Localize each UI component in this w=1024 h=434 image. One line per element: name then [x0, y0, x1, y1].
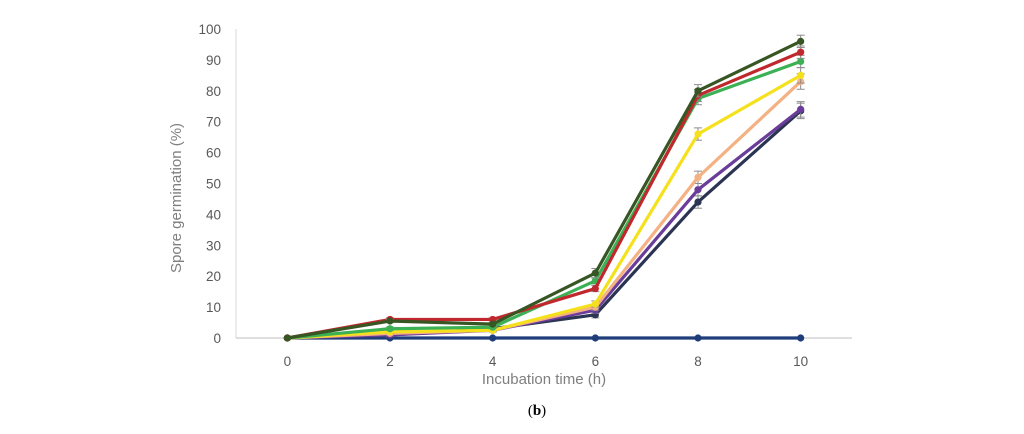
data-point: [797, 37, 805, 45]
y-tick-label: 0: [213, 331, 221, 346]
series-4: [283, 73, 805, 342]
y-tick-label: 40: [206, 207, 221, 222]
y-tick-label: 90: [206, 53, 221, 68]
data-point: [386, 325, 394, 333]
series-line: [287, 59, 802, 340]
series-line: [287, 50, 802, 340]
y-axis-title: Spore germination (%): [168, 123, 185, 273]
data-point: [591, 300, 599, 308]
y-tick-label: 60: [206, 146, 221, 161]
data-point: [591, 284, 599, 293]
y-tick-labels: 0 10 20 30 40 50 60 70 80 90 100: [198, 22, 221, 346]
series-line: [287, 73, 802, 340]
data-point: [591, 269, 599, 277]
caption-close-paren: ): [541, 403, 546, 419]
series-line: [287, 39, 802, 340]
caption-open-paren: (: [528, 403, 533, 419]
y-tick-label: 70: [206, 115, 221, 130]
data-point: [591, 334, 599, 342]
series-5: [283, 67, 805, 342]
caption-letter: b: [533, 403, 541, 419]
series-2: [283, 102, 805, 342]
figure-caption: (b): [528, 403, 546, 419]
data-point: [386, 317, 394, 325]
data-point: [797, 48, 805, 56]
series-layer: [283, 34, 805, 342]
data-point: [694, 173, 702, 181]
data-point: [694, 186, 702, 194]
data-point: [694, 87, 702, 95]
series-8: [283, 34, 805, 342]
data-point: [694, 334, 702, 342]
x-tick-label: 8: [694, 354, 702, 369]
data-point: [694, 130, 702, 138]
y-tick-label: 20: [206, 269, 221, 284]
data-point: [797, 71, 805, 79]
x-tick-label: 4: [489, 354, 497, 369]
x-axis-title: Incubation time (h): [482, 371, 606, 388]
x-tick-label: 10: [793, 354, 808, 369]
data-point: [797, 334, 805, 342]
x-tick-label: 0: [284, 354, 292, 369]
data-point: [797, 57, 805, 66]
data-point: [283, 334, 291, 342]
x-tick-label: 2: [386, 354, 394, 369]
y-tick-label: 50: [206, 177, 221, 192]
y-tick-label: 10: [206, 300, 221, 315]
y-tick-label: 30: [206, 238, 221, 253]
data-point: [694, 198, 702, 206]
y-tick-label: 80: [206, 84, 221, 99]
x-tick-label: 6: [592, 354, 600, 369]
data-point: [797, 105, 805, 113]
data-point: [489, 320, 497, 328]
x-tick-labels: 0 2 4 6 8 10: [284, 354, 809, 369]
y-tick-label: 100: [198, 22, 221, 37]
data-point: [489, 334, 497, 342]
